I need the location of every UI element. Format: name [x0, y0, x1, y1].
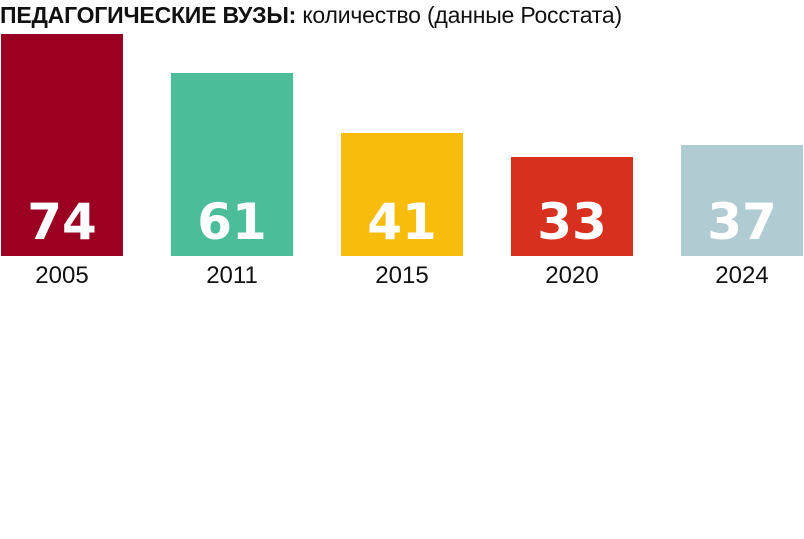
chart-title: ПЕДАГОГИЧЕСКИЕ ВУЗЫ: количество (данные … — [0, 2, 622, 29]
bar-value-label: 61 — [197, 193, 267, 251]
x-tick-label: 2024 — [715, 262, 768, 289]
x-tick-label: 2020 — [545, 262, 598, 289]
bar-value-label: 33 — [537, 193, 607, 251]
x-tick-label: 2011 — [206, 262, 258, 289]
bar-value-label: 37 — [707, 193, 777, 251]
bar-2020 — [511, 157, 633, 256]
bar-2005 — [1, 34, 123, 256]
bar-chart: 74 2005 61 2011 41 2015 33 2020 37 2024 — [1, 34, 803, 289]
chart-title-main: ПЕДАГОГИЧЕСКИЕ ВУЗЫ: — [0, 2, 297, 28]
x-tick-label: 2005 — [35, 262, 88, 289]
chart-subtitle: количество (данные Росстата) — [302, 2, 622, 28]
bar-2024 — [681, 145, 803, 256]
bar-value-label: 41 — [367, 193, 437, 251]
x-tick-label: 2015 — [375, 262, 428, 289]
bar-2015 — [341, 133, 463, 256]
bar-value-label: 74 — [27, 193, 97, 251]
bar-2011 — [171, 73, 293, 256]
